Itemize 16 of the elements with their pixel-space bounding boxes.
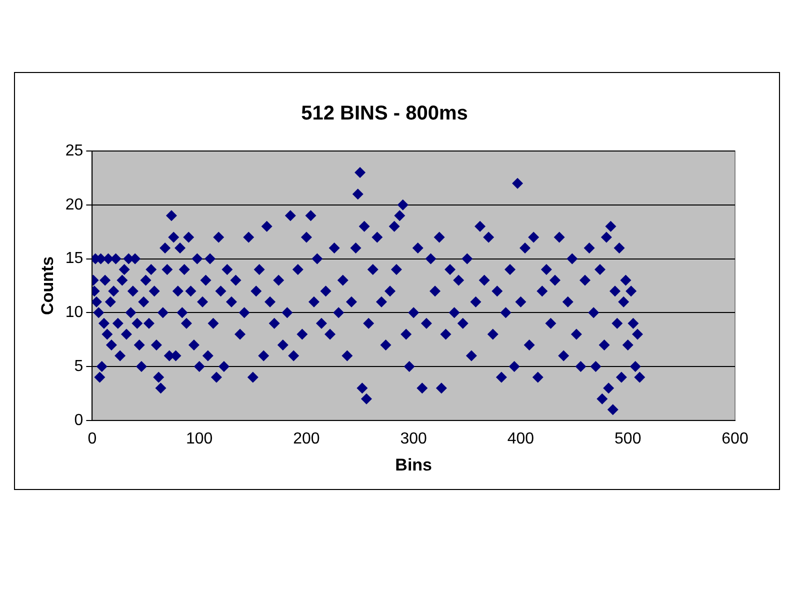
y-tick-label: 10 (65, 304, 84, 322)
x-tick-label: 500 (614, 430, 642, 448)
x-tick-label: 300 (400, 430, 428, 448)
y-tick-label: 5 (74, 358, 84, 375)
y-tick-label: 0 (74, 412, 84, 429)
x-tick-label: 600 (722, 430, 748, 448)
x-tick-label: 200 (293, 430, 320, 448)
chart-title: 512 BINS - 800ms (301, 102, 468, 125)
x-tick-label: 100 (186, 430, 213, 448)
x-tick-label: 0 (88, 430, 97, 448)
x-tick-label: 400 (507, 430, 534, 448)
x-axis-title: Bins (395, 455, 432, 474)
y-tick-label: 15 (65, 250, 84, 268)
y-axis-title: Counts (38, 256, 57, 315)
y-tick-label: 20 (65, 196, 84, 214)
y-tick-label: 25 (65, 142, 84, 160)
